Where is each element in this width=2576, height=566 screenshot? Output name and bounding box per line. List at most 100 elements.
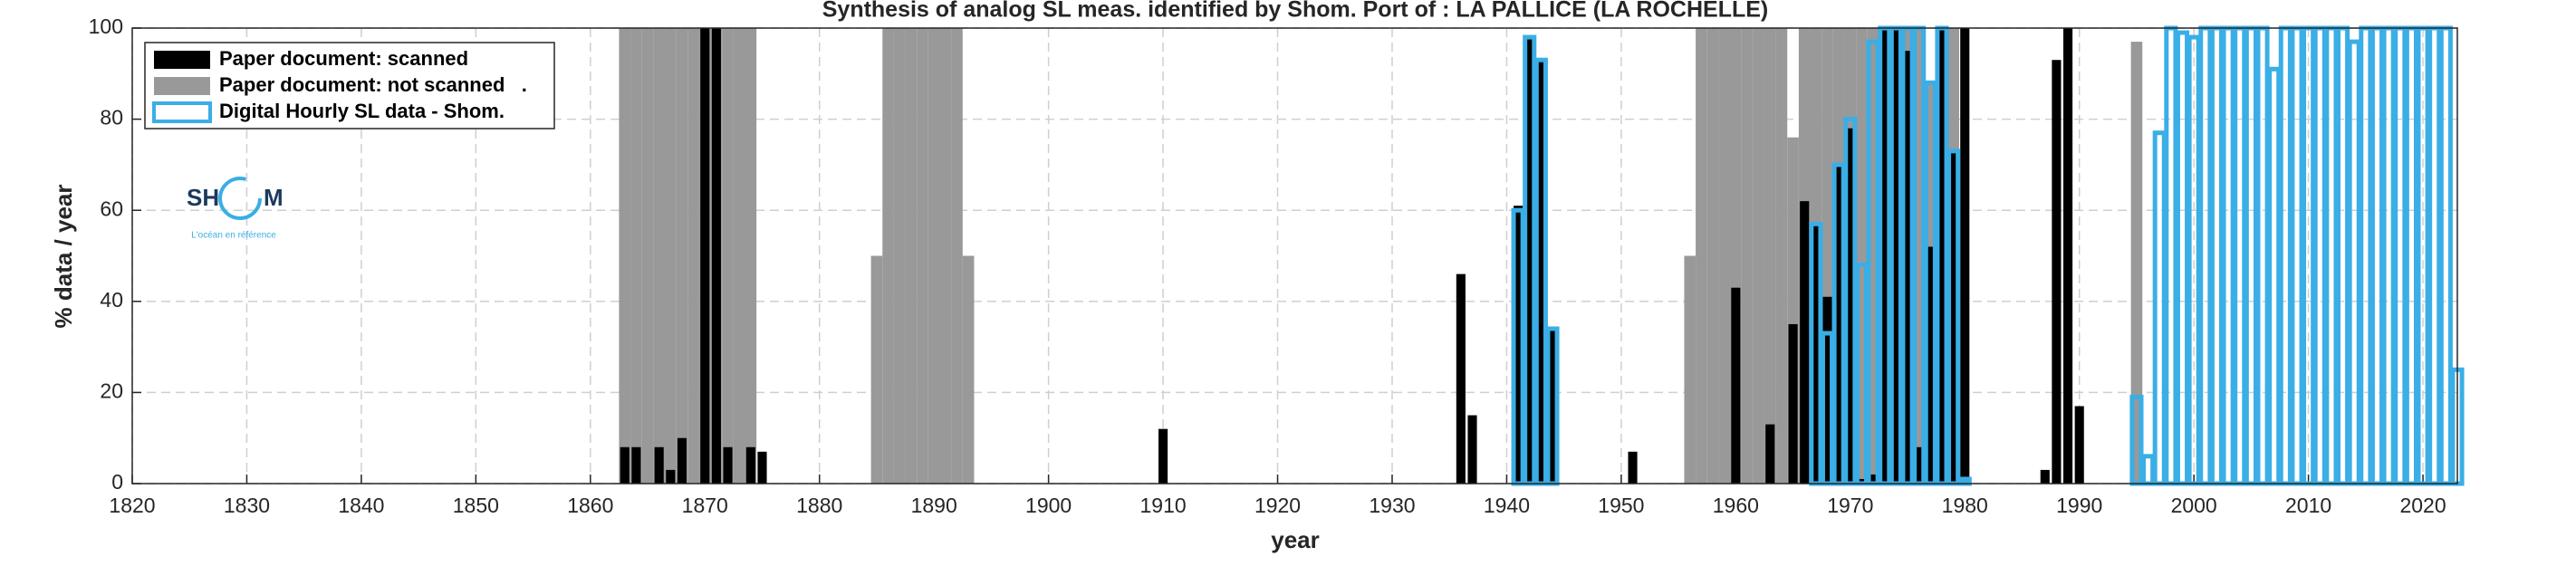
logo-text: SH <box>187 184 219 211</box>
x-tick-label: 1950 <box>1598 494 1644 517</box>
y-tick-label: 60 <box>100 197 123 220</box>
legend-label: Paper document: scanned <box>219 47 468 70</box>
bar <box>1764 28 1776 484</box>
bar <box>1718 28 1731 484</box>
x-tick-label: 1870 <box>682 494 728 517</box>
bar <box>905 28 918 484</box>
bar <box>665 28 677 484</box>
x-tick-label: 1900 <box>1025 494 1072 517</box>
bar <box>723 446 733 484</box>
logo-text: M <box>264 184 284 211</box>
bar <box>1775 28 1788 484</box>
x-tick-label: 1940 <box>1484 494 1530 517</box>
bar <box>1788 323 1798 484</box>
bar <box>2074 406 2084 484</box>
y-tick-label: 80 <box>100 106 123 130</box>
bar <box>1948 150 1958 484</box>
bar <box>2040 469 2050 484</box>
plot-frame <box>131 27 2458 484</box>
bar <box>1684 255 1697 484</box>
x-axis-label: year <box>1271 526 1320 553</box>
legend-box <box>144 42 555 130</box>
bar <box>1857 478 1867 484</box>
bar <box>1869 474 1879 484</box>
bar <box>1811 224 1821 484</box>
bar <box>882 28 894 484</box>
legend-label: Paper document: not scanned . <box>219 73 527 96</box>
bar <box>2063 28 2073 484</box>
bar <box>2052 60 2062 484</box>
chart-title: Synthesis of analog SL meas. identified … <box>822 0 1769 23</box>
y-tick-label: 100 <box>89 14 123 38</box>
bar <box>620 446 630 484</box>
x-tick-label: 1910 <box>1139 494 1186 517</box>
bar <box>1753 28 1764 484</box>
bar <box>1467 415 1477 484</box>
bar <box>653 28 666 484</box>
x-tick-label: 1820 <box>109 494 155 517</box>
bar <box>641 28 654 484</box>
bar <box>722 28 734 484</box>
legend-label: Digital Hourly SL data - Shom. <box>219 100 505 122</box>
bar <box>917 28 928 484</box>
bar <box>700 28 710 484</box>
bar <box>676 28 688 484</box>
bar <box>870 255 883 484</box>
bar <box>928 28 940 484</box>
legend: Paper document: scanned Paper document: n… <box>144 42 555 130</box>
bar <box>711 28 721 484</box>
logo-tagline: L'océan en référence <box>191 231 276 241</box>
y-tick-label: 20 <box>100 379 123 402</box>
bar <box>1926 246 1936 484</box>
bar <box>666 469 676 484</box>
x-tick-label: 1890 <box>911 494 957 517</box>
bar <box>962 255 975 484</box>
logo: SH M L'océan en référence <box>187 177 284 241</box>
x-tick-label: 1960 <box>1713 494 1759 517</box>
bar <box>1879 28 1889 484</box>
x-tick-label: 1830 <box>224 494 270 517</box>
bar <box>1765 424 1775 484</box>
bar <box>1845 128 1855 484</box>
x-tick-label: 1970 <box>1827 494 1873 517</box>
x-tick-label: 1850 <box>453 494 499 517</box>
bar <box>745 28 757 484</box>
bar <box>1547 328 1558 484</box>
bar <box>1456 273 1466 484</box>
bar <box>1731 287 1741 484</box>
bar <box>1960 28 1970 484</box>
bar <box>733 28 745 484</box>
bar <box>1158 428 1168 484</box>
bar <box>1902 51 1913 484</box>
x-tick-label: 2000 <box>2171 494 2217 517</box>
bar <box>1696 28 1707 484</box>
bar <box>687 28 699 484</box>
y-axis-label: % data / year <box>50 185 77 329</box>
legend-swatch <box>154 51 210 69</box>
bar <box>1536 60 1546 484</box>
bar <box>1891 28 1901 484</box>
bar <box>631 446 641 484</box>
bar <box>939 28 952 484</box>
logo-ring <box>218 177 262 220</box>
x-tick-label: 1930 <box>1369 494 1415 517</box>
bar <box>1706 28 1719 484</box>
y-tick-label: 0 <box>111 470 123 494</box>
bar <box>654 446 664 484</box>
y-tick-label: 40 <box>100 288 123 312</box>
bar <box>1822 296 1832 484</box>
bar <box>1914 446 1924 484</box>
bar <box>619 28 631 484</box>
x-tick-label: 1880 <box>796 494 842 517</box>
x-tick-label: 2020 <box>2399 494 2446 517</box>
x-tick-label: 1860 <box>567 494 613 517</box>
x-tick-label: 2010 <box>2285 494 2331 517</box>
legend-swatch <box>152 101 212 123</box>
bar <box>757 451 767 484</box>
bar <box>1524 37 1534 484</box>
bar <box>630 28 642 484</box>
x-tick-label: 1920 <box>1254 494 1301 517</box>
bar <box>1800 201 1810 484</box>
bar <box>1937 28 1947 484</box>
bar <box>1628 451 1638 484</box>
